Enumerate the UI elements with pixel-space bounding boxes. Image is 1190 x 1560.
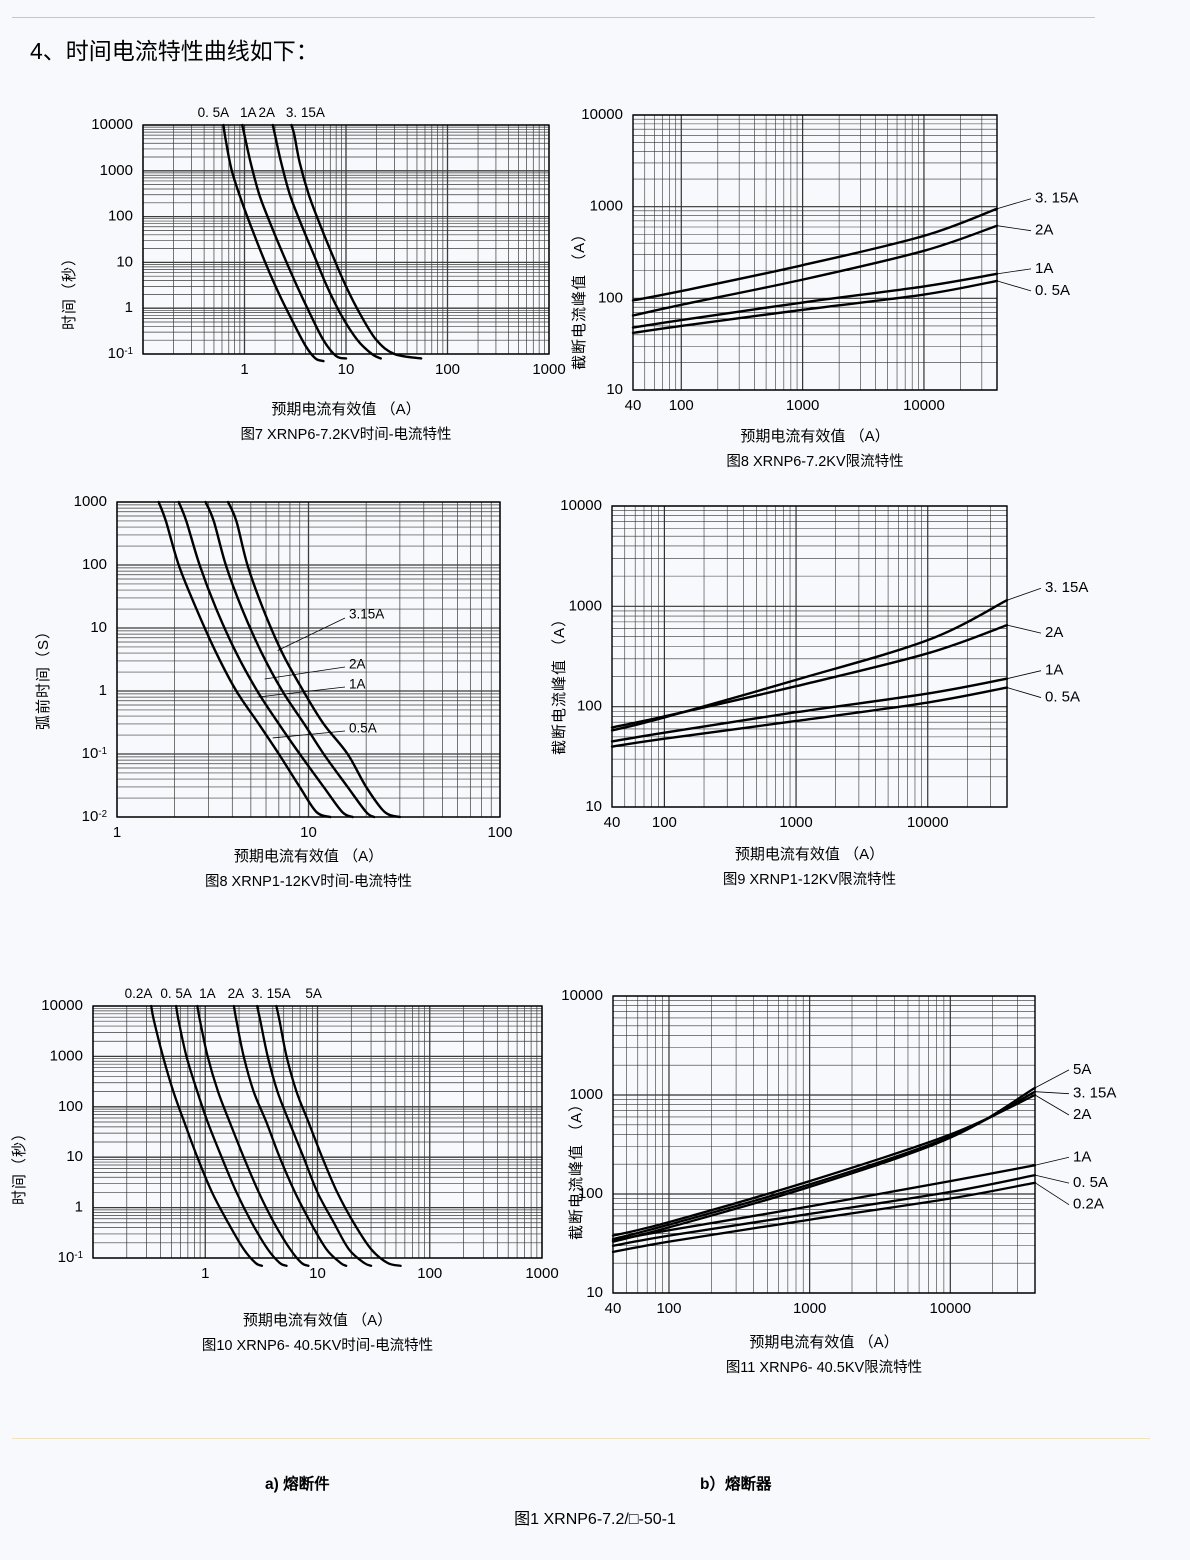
svg-text:0. 5A: 0. 5A (1045, 689, 1080, 706)
svg-text:100: 100 (598, 289, 623, 306)
svg-text:1000: 1000 (786, 397, 819, 414)
svg-text:3. 15A: 3. 15A (1073, 1085, 1116, 1102)
svg-text:3. 15A: 3. 15A (1045, 579, 1088, 596)
svg-text:2A: 2A (259, 105, 276, 120)
svg-text:1000: 1000 (590, 198, 623, 215)
svg-text:2A: 2A (1035, 222, 1053, 239)
svg-text:10-1: 10-1 (82, 745, 107, 762)
svg-text:40: 40 (605, 1300, 622, 1317)
svg-text:10000: 10000 (907, 814, 949, 831)
svg-text:1: 1 (240, 361, 248, 378)
svg-text:0.2A: 0.2A (1073, 1196, 1104, 1213)
svg-text:2A: 2A (1073, 1106, 1091, 1123)
svg-text:10000: 10000 (91, 116, 133, 133)
svg-text:3. 15A: 3. 15A (1035, 190, 1078, 207)
svg-text:100: 100 (652, 814, 677, 831)
svg-text:100: 100 (58, 1098, 83, 1115)
svg-text:0. 5A: 0. 5A (198, 105, 230, 120)
svg-text:0. 5A: 0. 5A (1035, 282, 1070, 299)
svg-text:100: 100 (82, 556, 107, 573)
svg-text:1A: 1A (1035, 260, 1053, 277)
svg-text:100: 100 (577, 698, 602, 715)
svg-text:5A: 5A (1073, 1061, 1091, 1078)
svg-text:3.15A: 3.15A (349, 607, 384, 622)
svg-text:10000: 10000 (929, 1300, 971, 1317)
svg-text:100: 100 (417, 1265, 442, 1282)
svg-text:100: 100 (435, 361, 460, 378)
svg-text:10: 10 (116, 253, 133, 270)
svg-text:100: 100 (669, 397, 694, 414)
svg-text:10-2: 10-2 (82, 808, 107, 825)
svg-text:2A: 2A (228, 986, 245, 1001)
svg-text:10: 10 (66, 1148, 83, 1165)
svg-text:40: 40 (604, 814, 621, 831)
svg-text:1: 1 (201, 1265, 209, 1282)
svg-text:1000: 1000 (532, 361, 565, 378)
svg-text:2A: 2A (349, 657, 366, 672)
svg-text:100: 100 (487, 824, 512, 841)
svg-text:10: 10 (309, 1265, 326, 1282)
svg-text:100: 100 (108, 208, 133, 225)
svg-text:0. 5A: 0. 5A (160, 986, 192, 1001)
svg-text:1000: 1000 (100, 162, 133, 179)
svg-text:1A: 1A (199, 986, 216, 1001)
svg-text:3. 15A: 3. 15A (252, 986, 291, 1001)
svg-text:1A: 1A (1045, 662, 1063, 679)
svg-text:40: 40 (625, 397, 642, 414)
svg-text:10: 10 (90, 619, 107, 636)
svg-text:1A: 1A (349, 677, 366, 692)
svg-text:10: 10 (338, 361, 355, 378)
svg-text:0.2A: 0.2A (125, 986, 153, 1001)
svg-text:10-1: 10-1 (108, 345, 133, 362)
svg-text:1000: 1000 (569, 597, 602, 614)
svg-text:1: 1 (75, 1199, 83, 1216)
svg-text:10000: 10000 (903, 397, 945, 414)
svg-text:1: 1 (99, 682, 107, 699)
svg-text:10-1: 10-1 (58, 1249, 83, 1266)
svg-text:10: 10 (585, 798, 602, 815)
svg-text:1000: 1000 (50, 1047, 83, 1064)
svg-text:100: 100 (656, 1300, 681, 1317)
svg-text:10000: 10000 (41, 997, 83, 1014)
svg-text:1A: 1A (240, 105, 257, 120)
svg-text:1000: 1000 (779, 814, 812, 831)
svg-text:1A: 1A (1073, 1148, 1091, 1165)
svg-text:1000: 1000 (74, 493, 107, 510)
svg-text:1: 1 (125, 299, 133, 316)
svg-text:5A: 5A (305, 986, 322, 1001)
svg-text:3. 15A: 3. 15A (286, 105, 325, 120)
svg-text:10: 10 (586, 1284, 603, 1301)
svg-text:10: 10 (606, 381, 623, 398)
svg-text:2A: 2A (1045, 624, 1063, 641)
svg-text:1: 1 (113, 824, 121, 841)
svg-text:1000: 1000 (793, 1300, 826, 1317)
svg-text:0.5A: 0.5A (349, 721, 377, 736)
svg-text:0. 5A: 0. 5A (1073, 1174, 1108, 1191)
svg-text:10: 10 (300, 824, 317, 841)
